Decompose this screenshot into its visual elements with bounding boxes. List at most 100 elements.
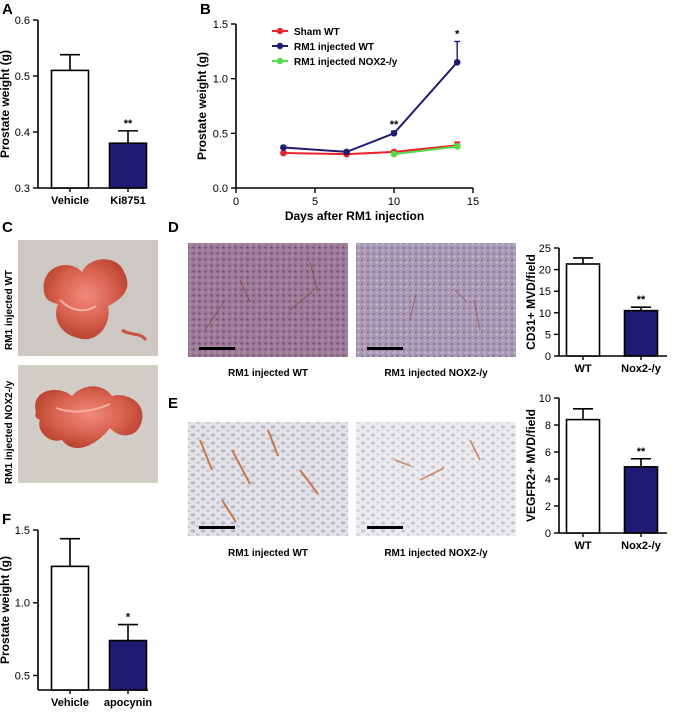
- x-tick-label-e: Nox2-/y: [621, 540, 662, 552]
- series-line-sham-wt: [283, 144, 458, 156]
- bar-e-wt: [565, 418, 601, 534]
- scale-bar: [199, 347, 235, 350]
- x-tick-label-a: Vehicle: [51, 195, 89, 207]
- bar-d-wt: [565, 263, 601, 357]
- y-tick-label-b: 0.5: [213, 128, 228, 140]
- significance-f: *: [126, 612, 131, 624]
- bar-a-vehicle: [50, 69, 90, 189]
- x-tick-label-b: 15: [467, 196, 479, 208]
- y-tick-label-a: 0.6: [15, 15, 30, 27]
- legend-marker-rm1-wt: [276, 42, 284, 50]
- series-line-rm1-injected-nox2-y: [393, 145, 458, 156]
- legend-label-rm1-nox2: RM1 injected NOX2-/y: [294, 57, 398, 68]
- significance-a: **: [124, 118, 133, 130]
- micrograph-d-nox2: [356, 243, 516, 357]
- photo-nox2: [18, 365, 158, 483]
- caption-e-wt: RM1 injected WT: [228, 548, 308, 559]
- panel-label-f: F: [2, 511, 11, 528]
- x-tick-label-b: 0: [233, 196, 239, 208]
- point-rm1-injected-wt: [280, 144, 287, 151]
- legend-b: Sham WT RM1 injected WT RM1 injected NOX…: [272, 27, 398, 68]
- x-tick-label-d: WT: [574, 363, 591, 375]
- y-tick-label-d: 25: [539, 243, 551, 255]
- x-tick-label-f: apocynin: [104, 697, 153, 709]
- y-tick-label-e: 10: [539, 393, 551, 405]
- photo-label-wt: RM1 injected WT: [4, 270, 15, 350]
- y-tick-label-a: 0.5: [15, 71, 30, 83]
- legend-label-sham-wt: Sham WT: [294, 27, 340, 38]
- legend-marker-sham-wt: [276, 27, 284, 35]
- y-tick-label-a: 0.4: [15, 127, 30, 139]
- panel-label-e: E: [168, 395, 178, 412]
- bar-d-nox2-y: [623, 309, 659, 357]
- y-axis-label-a: Prostate weight (g): [0, 50, 12, 158]
- y-tick-label-b: 1.5: [213, 19, 228, 31]
- significance-d: **: [637, 294, 646, 306]
- legend-marker-rm1-nox2: [276, 57, 284, 65]
- panel-label-c: C: [2, 219, 13, 236]
- chart-a: 0.3 0.4 0.5 0.6 Prostate weight (g) Vehicle **…: [0, 15, 148, 207]
- x-tick-label-b: 10: [388, 196, 400, 208]
- panel-label-b: B: [200, 1, 211, 18]
- significance-b: **: [390, 119, 399, 131]
- point-sham-wt: [280, 149, 287, 157]
- y-tick-label-d: 20: [539, 265, 551, 277]
- y-tick-label-d: 15: [539, 286, 551, 298]
- x-tick-label-f: Vehicle: [51, 697, 89, 709]
- micrograph-d-wt: [188, 243, 348, 357]
- x-tick-label-b: 5: [312, 196, 318, 208]
- bar-f-vehicle: [50, 565, 90, 691]
- caption-e-nox2: RM1 injected NOX2-/y: [384, 548, 488, 559]
- significance-b: *: [455, 28, 460, 40]
- point-rm1-injected-wt: [390, 130, 398, 137]
- point-rm1-injected-wt: [453, 58, 461, 66]
- y-tick-label-e: 2: [545, 501, 551, 513]
- micrograph-e-wt: [188, 422, 348, 536]
- point-rm1-injected-nox2-y: [453, 143, 461, 150]
- y-tick-label-a: 0.3: [15, 183, 30, 195]
- photo-label-nox2: RM1 injected NOX2-/y: [4, 380, 15, 484]
- y-tick-label-e: 0: [545, 528, 551, 540]
- series-line-rm1-injected-wt: [283, 61, 458, 153]
- x-axis-label-b: Days after RM1 injection: [285, 209, 424, 223]
- bar-e-nox2-y: [623, 466, 659, 534]
- y-axis-label-b: Prostate weight (g): [195, 52, 209, 160]
- x-tick-label-a: Ki8751: [110, 195, 145, 207]
- panel-label-d: D: [168, 219, 179, 236]
- y-tick-label-d: 0: [545, 351, 551, 363]
- x-tick-label-e: WT: [574, 540, 591, 552]
- significance-e: **: [637, 446, 646, 458]
- bar-f-apocynin: [108, 639, 148, 691]
- y-tick-label-e: 4: [545, 474, 551, 486]
- y-axis-label-d: CD31+ MVD/field: [524, 254, 538, 350]
- y-tick-label-b: 0.0: [213, 183, 228, 195]
- y-tick-label-f: 1.0: [15, 598, 30, 610]
- chart-f: 0.5 1.0 1.5 Prostate weight (g) Vehicle * apoc…: [0, 525, 152, 709]
- point-rm1-injected-wt: [343, 148, 350, 156]
- scale-bar: [367, 526, 403, 529]
- caption-d-nox2: RM1 injected NOX2-/y: [384, 368, 488, 379]
- bar-a-ki8751: [108, 142, 148, 189]
- caption-d-wt: RM1 injected WT: [228, 368, 308, 379]
- y-tick-label-b: 1.0: [213, 74, 228, 86]
- point-rm1-injected-nox2-y: [390, 150, 398, 158]
- y-tick-label-d: 10: [539, 308, 551, 320]
- y-tick-label-f: 0.5: [15, 670, 30, 682]
- scale-bar: [199, 526, 235, 529]
- legend-label-rm1-wt: RM1 injected WT: [294, 42, 374, 53]
- y-tick-label-e: 8: [545, 420, 551, 432]
- panel-label-a: A: [2, 1, 13, 18]
- chart-b: 0.0 0.5 1.0 1.5 0 5 10 15 Days after RM1 injecti…: [195, 19, 479, 223]
- micrograph-e-nox2: [356, 422, 516, 536]
- y-axis-label-f: Prostate weight (g): [0, 556, 12, 664]
- y-tick-label-e: 6: [545, 447, 551, 459]
- photo-wt: [18, 240, 158, 356]
- y-tick-label-f: 1.5: [15, 525, 30, 537]
- scale-bar: [367, 347, 403, 350]
- x-tick-label-d: Nox2-/y: [621, 363, 662, 375]
- y-axis-label-e: VEGFR2+ MVD/field: [524, 409, 538, 522]
- y-tick-label-d: 5: [545, 329, 551, 341]
